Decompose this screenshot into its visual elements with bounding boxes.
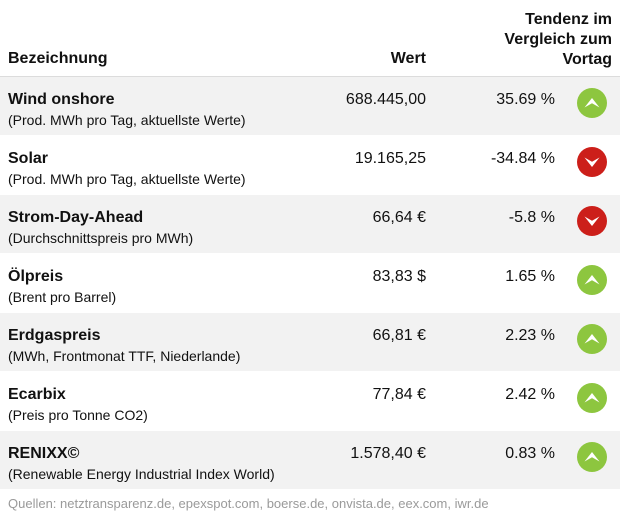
row-change: 0.83 % — [505, 445, 555, 462]
row-title: Erdgaspreis — [8, 327, 101, 344]
row-value: 19.165,25 — [354, 150, 426, 167]
row-subtitle: (Durchschnittspreis pro MWh) — [8, 230, 194, 246]
chevron-up-circle-icon — [577, 442, 607, 472]
chevron-down-circle-icon — [577, 206, 607, 236]
row-change: 2.23 % — [505, 327, 555, 344]
table-header: Bezeichnung Wert Tendenz im Vergleich zu… — [0, 0, 620, 77]
table-row: Strom-Day-Ahead (Durchschnittspreis pro … — [0, 195, 620, 254]
table-row: Ölpreis (Brent pro Barrel) 83,83 $ 1.65 … — [0, 254, 620, 313]
chevron-down-circle-icon — [577, 147, 607, 177]
header-name: Bezeichnung — [8, 50, 108, 67]
header-trend-line3: Vortag — [562, 51, 612, 68]
row-value: 66,64 € — [372, 209, 426, 226]
row-change: 2.42 % — [505, 386, 555, 403]
market-data-table: Bezeichnung Wert Tendenz im Vergleich zu… — [0, 0, 620, 490]
table-row: Wind onshore (Prod. MWh pro Tag, aktuell… — [0, 77, 620, 136]
row-change: 35.69 % — [496, 91, 555, 108]
row-value: 66,81 € — [372, 327, 426, 344]
row-subtitle: (MWh, Frontmonat TTF, Niederlande) — [8, 348, 241, 364]
row-subtitle: (Brent pro Barrel) — [8, 289, 117, 305]
row-change: 1.65 % — [505, 268, 555, 285]
row-value: 1.578,40 € — [350, 445, 426, 462]
table-row: Ecarbix (Preis pro Tonne CO2) 77,84 € 2.… — [0, 372, 620, 431]
row-value: 77,84 € — [372, 386, 426, 403]
row-title: Strom-Day-Ahead — [8, 209, 144, 226]
row-title: Ecarbix — [8, 386, 66, 403]
row-title: Solar — [8, 150, 49, 167]
header-trend-line1: Tendenz im — [525, 11, 612, 28]
row-subtitle: (Prod. MWh pro Tag, aktuellste Werte) — [8, 112, 246, 128]
table-row: RENIXX© (Renewable Energy Industrial Ind… — [0, 431, 620, 490]
header-trend: Tendenz im Vergleich zum Vortag — [452, 10, 612, 70]
row-value: 83,83 $ — [372, 268, 426, 285]
row-subtitle: (Preis pro Tonne CO2) — [8, 407, 148, 423]
header-value: Wert — [390, 50, 426, 67]
chevron-up-circle-icon — [577, 383, 607, 413]
chevron-up-circle-icon — [577, 88, 607, 118]
row-change: -5.8 % — [508, 209, 555, 226]
chevron-up-circle-icon — [577, 324, 607, 354]
header-trend-line2: Vergleich zum — [504, 31, 612, 48]
table-row: Erdgaspreis (MWh, Frontmonat TTF, Nieder… — [0, 313, 620, 372]
chevron-up-circle-icon — [577, 265, 607, 295]
row-title: Ölpreis — [8, 268, 64, 285]
row-value: 688.445,00 — [345, 91, 426, 108]
table-row: Solar (Prod. MWh pro Tag, aktuellste Wer… — [0, 136, 620, 195]
row-title: RENIXX© — [8, 445, 80, 462]
row-subtitle: (Prod. MWh pro Tag, aktuellste Werte) — [8, 171, 246, 187]
row-title: Wind onshore — [8, 91, 115, 108]
sources-footer: Quellen: netztransparenz.de, epexspot.co… — [8, 496, 489, 511]
row-change: -34.84 % — [490, 150, 555, 167]
row-subtitle: (Renewable Energy Industrial Index World… — [8, 466, 275, 482]
